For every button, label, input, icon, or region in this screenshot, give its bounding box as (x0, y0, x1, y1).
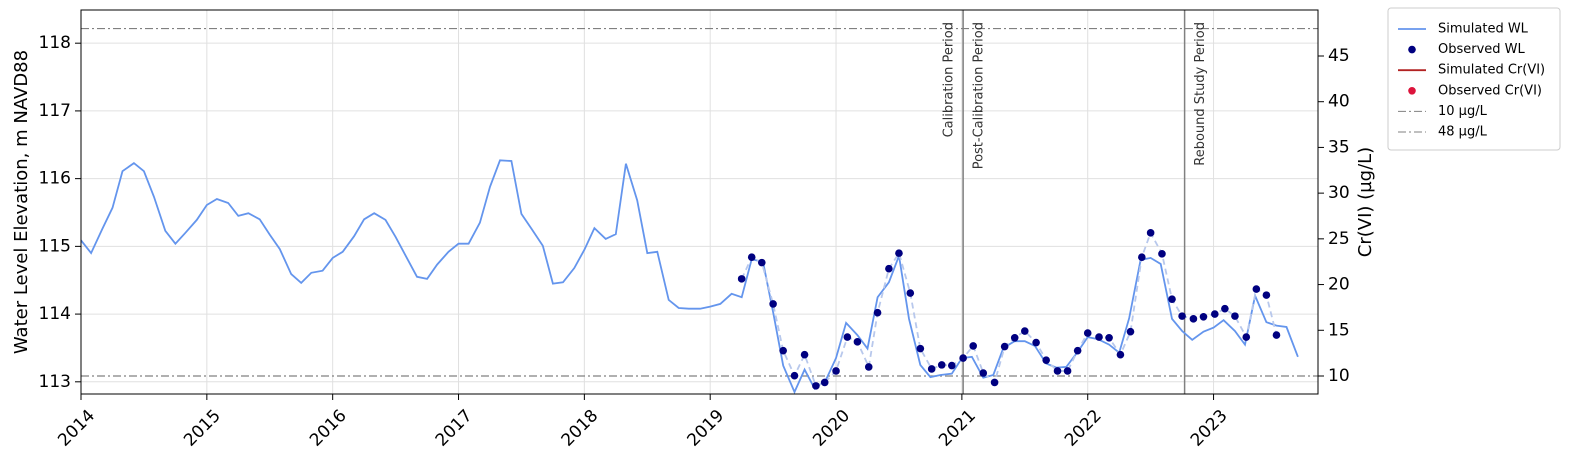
period-label: Post-Calibration Period (972, 22, 987, 169)
point (1032, 338, 1040, 347)
point (873, 308, 882, 317)
point (1272, 331, 1281, 339)
y-tick-label: 116 (39, 169, 71, 189)
point (747, 253, 756, 261)
legend-label: 10 µg/L (1438, 104, 1488, 119)
legend-label: Simulated Cr(VI) (1438, 63, 1545, 78)
x-tick-label: 2015 (180, 406, 225, 451)
point (843, 333, 852, 341)
y-tick-label: 114 (39, 304, 71, 324)
point (959, 354, 967, 362)
point (1252, 285, 1261, 293)
point (916, 344, 925, 353)
point (1168, 295, 1176, 303)
point (779, 346, 787, 355)
point (990, 378, 999, 387)
point (800, 350, 809, 359)
point (1105, 333, 1113, 342)
point (1053, 367, 1062, 375)
y-tick-label: 115 (39, 236, 71, 256)
point (820, 378, 829, 387)
legend-label: Observed Cr(VI) (1438, 83, 1542, 98)
point (937, 361, 946, 369)
point (812, 382, 820, 390)
point (757, 258, 766, 267)
plot-frame (80, 9, 1319, 395)
point (948, 361, 956, 370)
point (1221, 304, 1229, 313)
x-tick-label: 2016 (306, 406, 351, 451)
point (979, 369, 988, 377)
point (1231, 312, 1239, 320)
point (832, 367, 840, 375)
point (1083, 329, 1092, 337)
point (1116, 350, 1125, 359)
legend-label: Simulated WL (1438, 22, 1529, 37)
point (1178, 312, 1186, 320)
legend-box (1387, 7, 1561, 151)
x-tick-label: 2020 (809, 406, 854, 451)
y2-tick-label: 25 (1328, 229, 1350, 249)
y2-tick-label: 35 (1328, 137, 1350, 157)
point (1042, 356, 1050, 364)
x-tick-label: 2014 (54, 406, 99, 451)
x-tick-label: 2019 (683, 406, 728, 451)
point (769, 300, 777, 308)
point (790, 371, 799, 380)
point (853, 338, 862, 346)
y-tick-label: 113 (39, 372, 71, 392)
point (737, 275, 746, 283)
legend-label: Observed WL (1438, 42, 1526, 57)
y2-axis-label: Cr(VI) (µg/L) (1355, 147, 1376, 257)
y-axis-label: Water Level Elevation, m NAVD88 (11, 50, 32, 354)
y2-tick-label: 30 (1328, 183, 1350, 203)
y2-tick-label: 20 (1328, 275, 1350, 295)
point (1073, 346, 1082, 355)
x-tick-label: 2018 (558, 406, 603, 451)
point (1146, 229, 1155, 237)
point (1126, 327, 1135, 336)
point (1158, 250, 1166, 258)
point (1211, 310, 1219, 318)
period-label: Rebound Study Period (1193, 22, 1208, 166)
legend-swatch (1408, 87, 1416, 95)
line (80, 159, 1299, 395)
y2-tick-label: 45 (1328, 46, 1350, 66)
point (1095, 333, 1103, 341)
point (927, 365, 936, 373)
point (1000, 342, 1009, 351)
x-tick-label: 2017 (432, 406, 477, 451)
point (1138, 253, 1146, 261)
x-tick-label: 2021 (935, 406, 980, 451)
point (1189, 315, 1198, 323)
point (1262, 291, 1271, 299)
point (895, 249, 903, 257)
y2-tick-label: 10 (1328, 366, 1350, 386)
point (906, 289, 915, 297)
y-tick-label: 117 (39, 101, 71, 121)
point (1010, 333, 1019, 342)
connector-line (740, 230, 1278, 388)
point (1063, 367, 1072, 375)
legend-swatch (1408, 45, 1416, 54)
x-tick-label: 2023 (1187, 406, 1232, 451)
point (969, 342, 978, 350)
point (864, 363, 873, 371)
x-tick-label: 2022 (1061, 406, 1106, 451)
legend-label: 48 µg/L (1438, 125, 1488, 140)
y2-tick-label: 40 (1328, 92, 1350, 112)
y2-tick-label: 15 (1328, 320, 1350, 340)
point (885, 264, 893, 273)
y-tick-label: 118 (39, 33, 71, 53)
point (1199, 312, 1208, 321)
point (1020, 327, 1029, 335)
period-label: Calibration Period (942, 22, 957, 137)
point (1242, 333, 1251, 341)
